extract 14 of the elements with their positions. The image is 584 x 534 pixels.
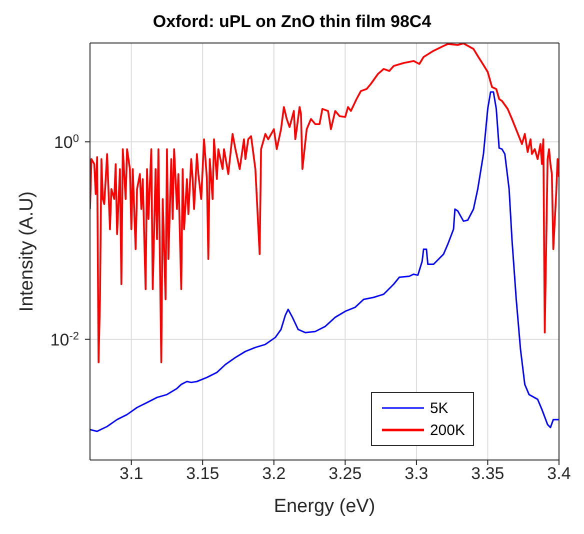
x-tick-label: 3.4 xyxy=(547,464,571,484)
y-tick-label: 10$^{-2}$ xyxy=(50,330,79,350)
y-axis-title: Intensity (A.U) xyxy=(16,191,38,312)
x-tick-label: 3.35 xyxy=(471,464,504,484)
y-tick-label: 10$^{0}$ xyxy=(54,132,79,152)
chart-title: Oxford: uPL on ZnO thin film 98C4 xyxy=(152,11,432,33)
legend-label: 200K xyxy=(430,422,465,438)
x-tick-label: 3.25 xyxy=(328,464,362,484)
legend-label: 5K xyxy=(430,400,448,416)
x-tick-label: 3.15 xyxy=(186,464,220,484)
x-axis-title: Energy (eV) xyxy=(274,496,376,517)
x-tick-label: 3.2 xyxy=(262,464,286,484)
x-tick-label: 3.3 xyxy=(404,464,428,484)
x-tick-label: 3.1 xyxy=(120,464,144,484)
